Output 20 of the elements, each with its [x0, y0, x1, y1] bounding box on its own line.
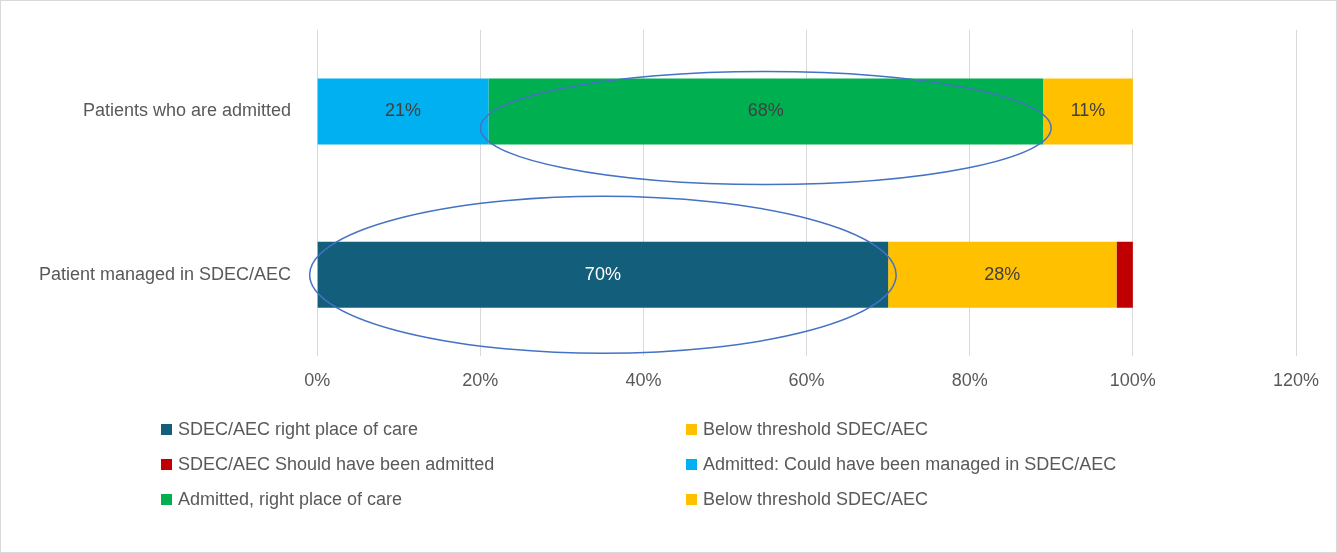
- legend-label: SDEC/AEC Should have been admitted: [178, 454, 495, 475]
- x-tick-label: 20%: [462, 370, 499, 391]
- legend-label: Admitted: Could have been managed in SDEC/AEC: [703, 454, 1117, 475]
- y-tick-label: Patient managed in SDEC/AEC: [38, 263, 292, 284]
- legend-label: Below threshold SDEC/AEC: [703, 489, 929, 510]
- legend-label: Admitted, right place of care: [178, 489, 403, 510]
- x-tick-label: 60%: [788, 370, 825, 391]
- x-tick-label: 40%: [625, 370, 662, 391]
- data-label: 21%: [385, 100, 422, 121]
- x-tick-label: 120%: [1272, 370, 1320, 391]
- x-tick-label: 0%: [304, 370, 331, 391]
- legend-label: SDEC/AEC right place of care: [178, 419, 419, 440]
- data-label: 11%: [1070, 100, 1106, 121]
- y-tick-label: Patients who are admitted: [83, 100, 292, 121]
- x-tick-label: 100%: [1109, 370, 1156, 391]
- data-label: 28%: [984, 263, 1021, 284]
- data-label: 70%: [584, 263, 621, 284]
- x-tick-label: 80%: [951, 370, 988, 391]
- data-label: 68%: [747, 100, 784, 121]
- legend-label: Below threshold SDEC/AEC: [703, 419, 929, 440]
